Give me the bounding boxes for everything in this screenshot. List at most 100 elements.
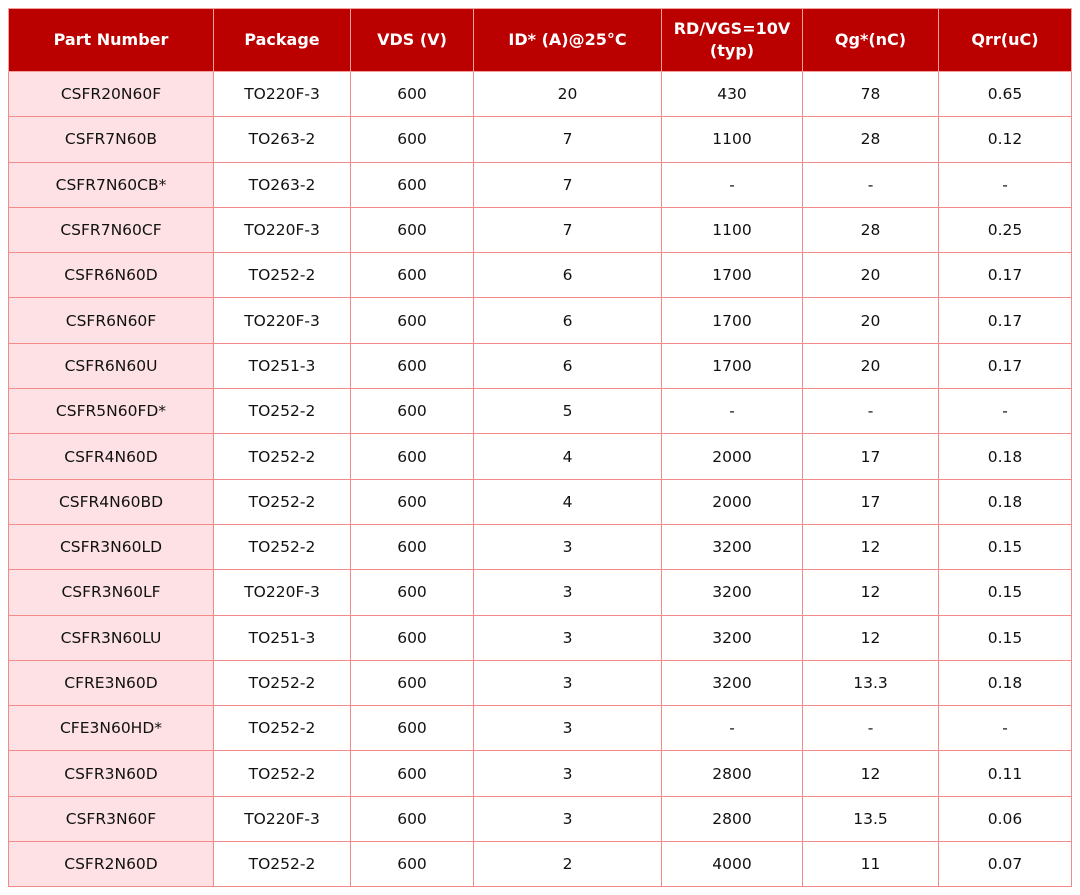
cell-package: TO252-2	[213, 659, 351, 707]
cell-qrr: 0.18	[938, 659, 1072, 707]
table-row: CSFR7N60CF TO220F-3 600 7 1100 28 0.25	[8, 206, 1072, 254]
cell-qrr: -	[938, 705, 1072, 752]
cell-id: 3	[473, 614, 662, 661]
cell-qrr: 0.12	[938, 116, 1072, 163]
cell-part-number: CSFR7N60CB*	[8, 161, 214, 208]
cell-rds: 2800	[661, 795, 803, 843]
header-row: Part Number Package VDS (V) ID* (A)@25°C RD/…	[8, 8, 1072, 72]
cell-qg: 28	[802, 206, 939, 254]
cell-id: 4	[473, 433, 662, 480]
cell-vds: 600	[350, 161, 474, 208]
table-row: CSFR3N60LU TO251-3 600 3 3200 12 0.15	[8, 614, 1072, 661]
cell-package: TO263-2	[213, 161, 351, 208]
cell-part-number: CSFR7N60B	[8, 116, 214, 163]
cell-qg: 20	[802, 252, 939, 299]
cell-vds: 600	[350, 206, 474, 254]
table-row: CSFR7N60B TO263-2 600 7 1100 28 0.12	[8, 116, 1072, 163]
cell-vds: 600	[350, 478, 474, 525]
table-row: CSFR20N60F TO220F-3 600 20 430 78 0.65	[8, 70, 1072, 118]
cell-vds: 600	[350, 116, 474, 163]
cell-package: TO252-2	[213, 252, 351, 299]
cell-part-number: CSFR3N60D	[8, 750, 214, 797]
cell-vds: 600	[350, 297, 474, 344]
cell-qrr: 0.65	[938, 70, 1072, 118]
cell-qrr: 0.15	[938, 569, 1072, 616]
cell-rds: 2000	[661, 478, 803, 525]
cell-qrr: 0.11	[938, 750, 1072, 797]
cell-qg: 12	[802, 569, 939, 616]
cell-id: 3	[473, 750, 662, 797]
table-row: CSFR6N60U TO251-3 600 6 1700 20 0.17	[8, 342, 1072, 390]
cell-vds: 600	[350, 705, 474, 752]
column-header-qg: Qg*(nC)	[802, 8, 939, 72]
table-row: CSFR6N60D TO252-2 600 6 1700 20 0.17	[8, 252, 1072, 299]
cell-vds: 600	[350, 659, 474, 707]
cell-id: 20	[473, 70, 662, 118]
cell-id: 3	[473, 523, 662, 571]
cell-part-number: CSFR3N60LD	[8, 523, 214, 571]
cell-rds: 3200	[661, 523, 803, 571]
column-header-id: ID* (A)@25°C	[473, 8, 662, 72]
cell-vds: 600	[350, 70, 474, 118]
cell-qrr: -	[938, 161, 1072, 208]
cell-vds: 600	[350, 795, 474, 843]
cell-part-number: CSFR2N60D	[8, 841, 214, 888]
table-row: CSFR3N60LF TO220F-3 600 3 3200 12 0.15	[8, 569, 1072, 616]
cell-id: 7	[473, 206, 662, 254]
cell-part-number: CSFR20N60F	[8, 70, 214, 118]
cell-id: 7	[473, 161, 662, 208]
cell-qg: 20	[802, 342, 939, 390]
cell-rds: 3200	[661, 569, 803, 616]
cell-vds: 600	[350, 569, 474, 616]
cell-qg: 17	[802, 478, 939, 525]
cell-qg: 17	[802, 433, 939, 480]
table-row: CSFR5N60FD* TO252-2 600 5- - -	[8, 388, 1072, 435]
table-row: CSFR2N60D TO252-2 600 2 4000 11 0.07	[8, 841, 1072, 888]
cell-package: TO220F-3	[213, 569, 351, 616]
cell-rds: 3200	[661, 614, 803, 661]
cell-part-number: CSFR3N60LF	[8, 569, 214, 616]
cell-part-number: CSFR4N60BD	[8, 478, 214, 525]
cell-package: TO252-2	[213, 478, 351, 525]
cell-qrr: -	[938, 388, 1072, 435]
cell-vds: 600	[350, 252, 474, 299]
cell-id: 3	[473, 705, 662, 752]
cell-qrr: 0.15	[938, 523, 1072, 571]
column-header-part-number: Part Number	[8, 8, 214, 72]
cell-rds: 1700	[661, 297, 803, 344]
cell-package: TO252-2	[213, 841, 351, 888]
cell-id: 3	[473, 659, 662, 707]
cell-package: TO252-2	[213, 523, 351, 571]
cell-qrr: 0.15	[938, 614, 1072, 661]
cell-id: 6	[473, 252, 662, 299]
cell-rds: 1100	[661, 116, 803, 163]
cell-package: TO252-2	[213, 388, 351, 435]
cell-qg: -	[802, 161, 939, 208]
cell-id: 6	[473, 342, 662, 390]
cell-qg: 12	[802, 523, 939, 571]
cell-part-number: CSFR5N60FD*	[8, 388, 214, 435]
cell-package: TO220F-3	[213, 70, 351, 118]
cell-qrr: 0.18	[938, 478, 1072, 525]
table-row: CSFR4N60BD TO252-2 600 4 2000 17 0.18	[8, 478, 1072, 525]
cell-qg: 12	[802, 614, 939, 661]
cell-qg: 28	[802, 116, 939, 163]
cell-qrr: 0.17	[938, 342, 1072, 390]
cell-rds: -	[661, 161, 803, 208]
table-row: CSFR6N60F TO220F-3 600 6 1700 20 0.17	[8, 297, 1072, 344]
cell-rds: 3200	[661, 659, 803, 707]
cell-vds: 600	[350, 841, 474, 888]
cell-id: 6	[473, 297, 662, 344]
cell-vds: 600	[350, 388, 474, 435]
cell-part-number: CSFR6N60U	[8, 342, 214, 390]
table-row: CSFR3N60LD TO252-2 600 3 3200 12 0.15	[8, 523, 1072, 571]
cell-qg: 12	[802, 750, 939, 797]
cell-package: TO263-2	[213, 116, 351, 163]
column-header-vds: VDS (V)	[350, 8, 474, 72]
cell-part-number: CSFR3N60LU	[8, 614, 214, 661]
table-row: CSFR7N60CB* TO263-2 600 7- - -	[8, 161, 1072, 208]
cell-qrr: 0.18	[938, 433, 1072, 480]
cell-rds: -	[661, 705, 803, 752]
table-row: CSFR3N60D TO252-2 600 3 2800 12 0.11	[8, 750, 1072, 797]
cell-qrr: 0.07	[938, 841, 1072, 888]
